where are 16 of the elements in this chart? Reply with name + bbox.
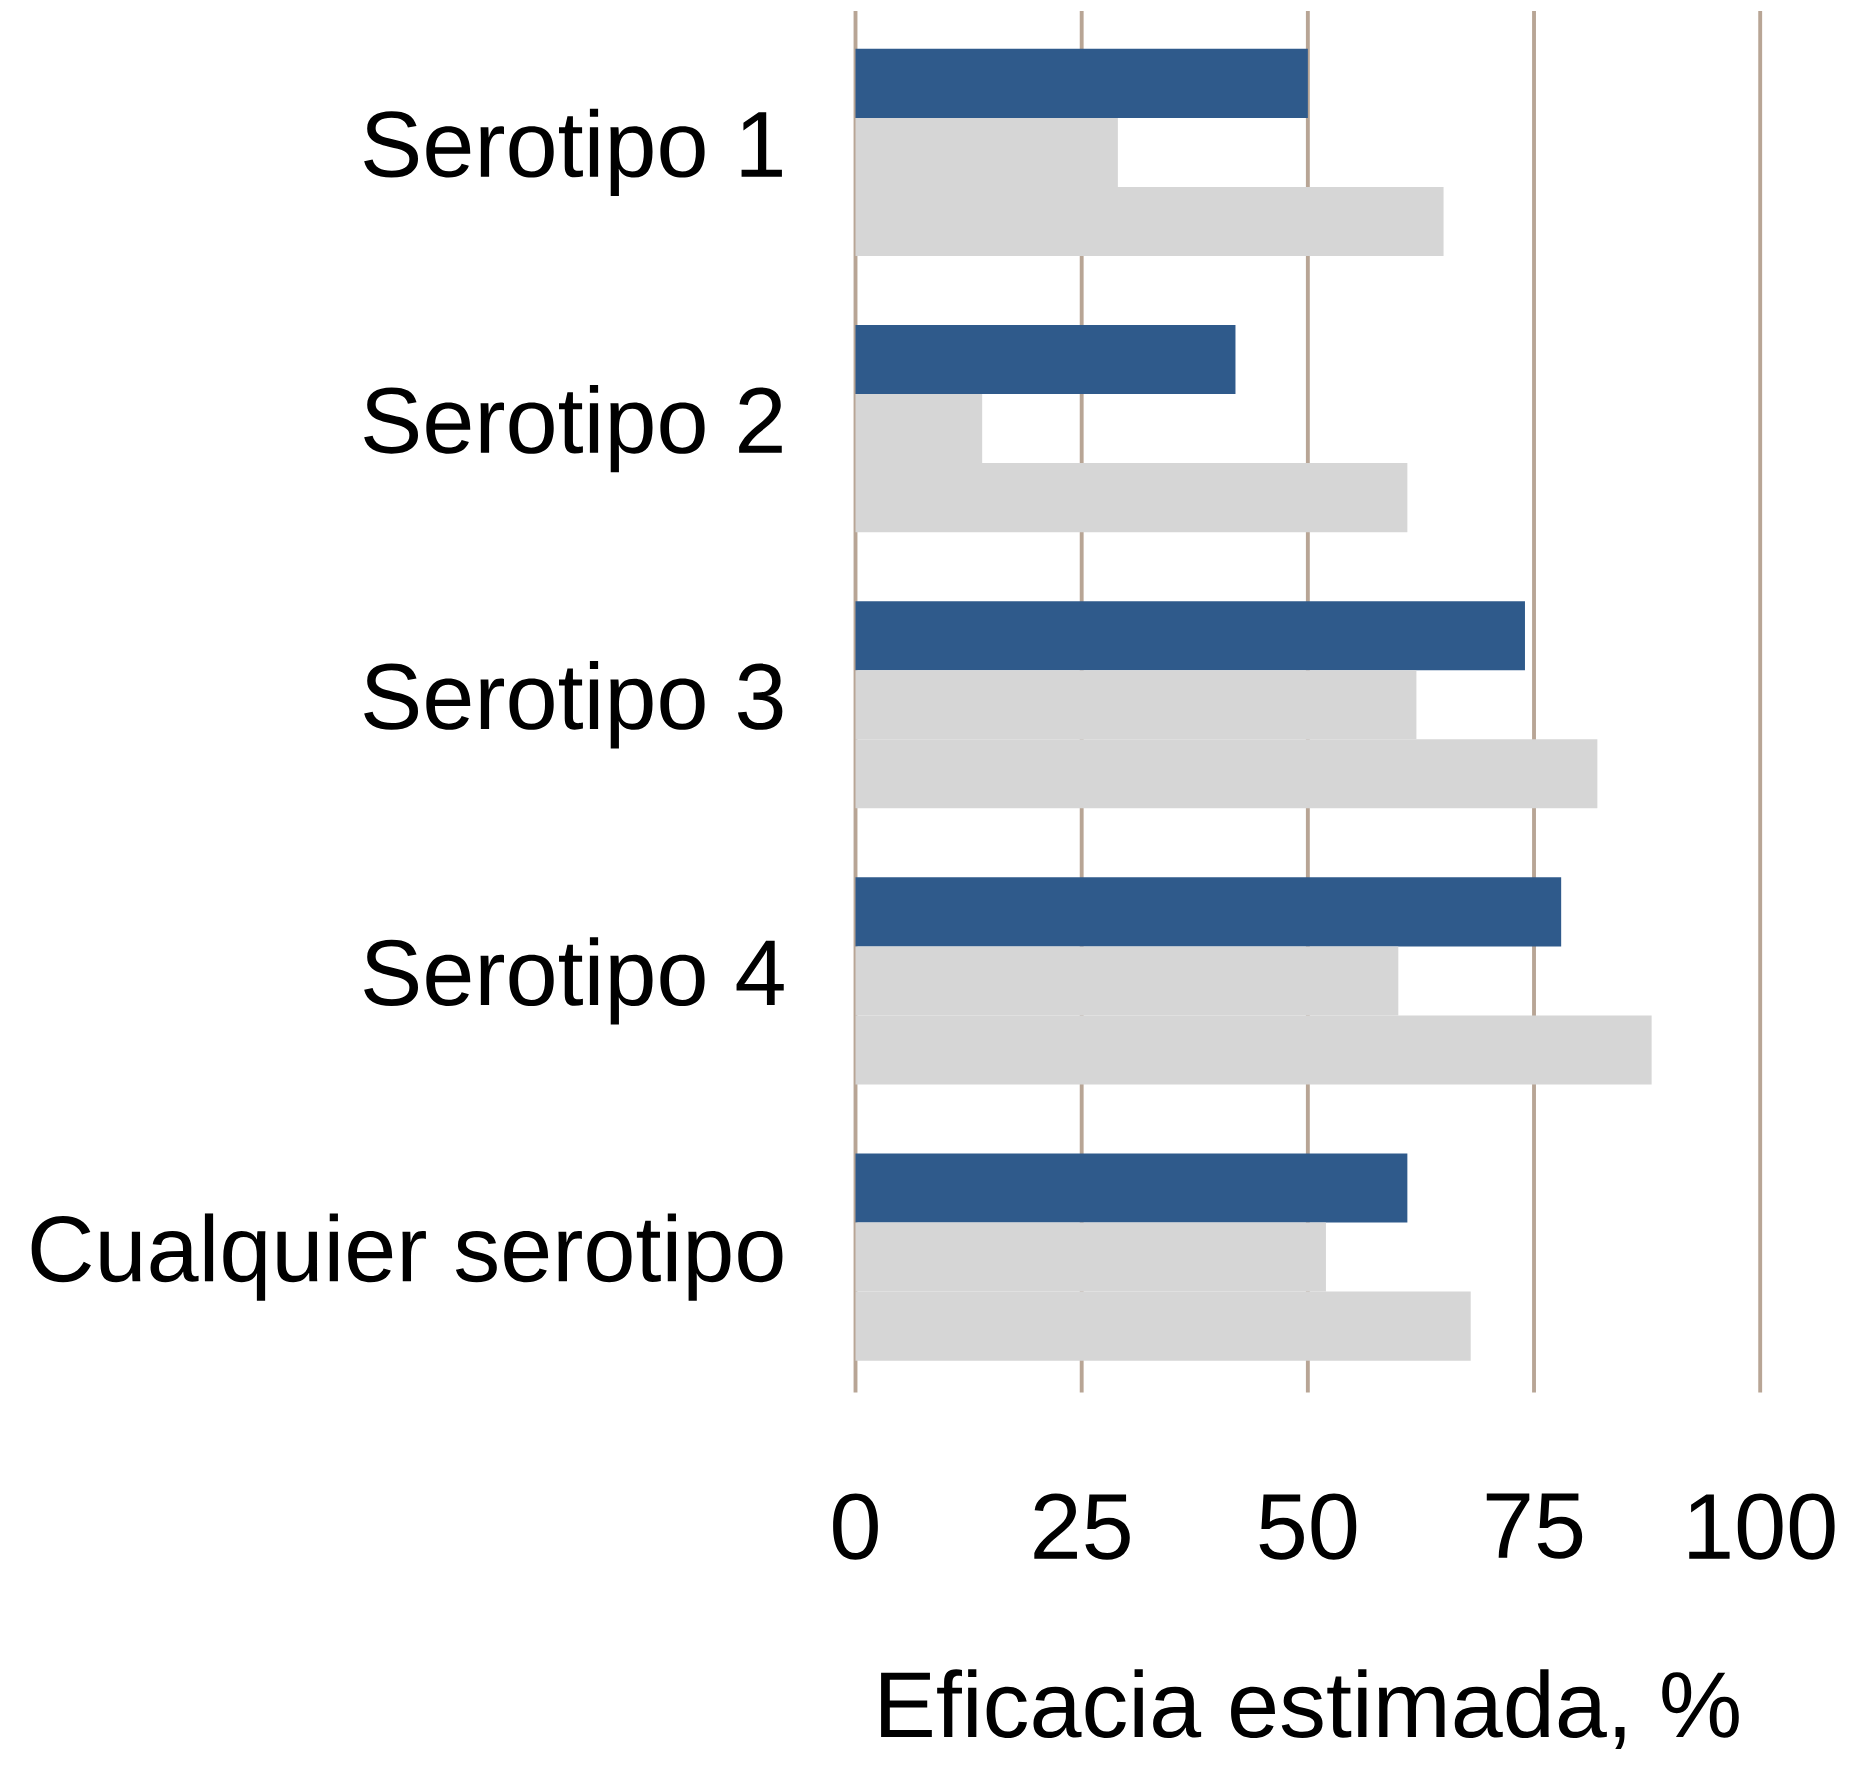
y-tick-label: Cualquier serotipo	[31, 1213, 783, 1301]
x-tick-label: 25	[1034, 1493, 1130, 1560]
bar	[855, 325, 1236, 395]
x-tick-label: 100	[1689, 1493, 1835, 1560]
y-tick-label: Serotipo 4	[364, 937, 784, 1025]
bar	[855, 877, 1562, 947]
x-tick-label: 75	[1486, 1493, 1583, 1559]
y-tick-label: Serotipo 3	[364, 661, 783, 749]
y-tick-label: Serotipo 1	[364, 108, 782, 197]
x-tick-label: 0	[833, 1493, 878, 1560]
x-tick-label: 50	[1259, 1493, 1357, 1560]
bar	[855, 48, 1308, 118]
x-axis-title: Eficacia estimada, %	[881, 1669, 1739, 1750]
bar	[855, 601, 1525, 671]
y-tick-label: Serotipo 2	[364, 384, 782, 473]
bar	[855, 1153, 1408, 1223]
